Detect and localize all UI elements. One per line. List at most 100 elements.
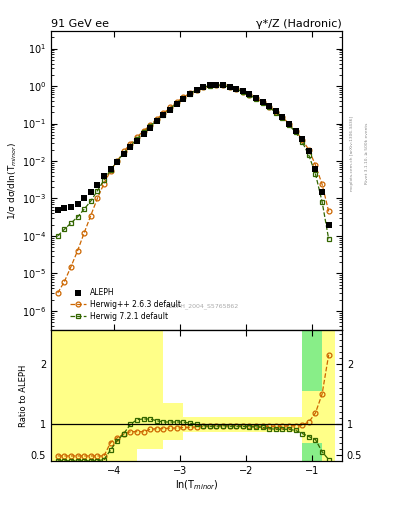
ALEPH bbox=[121, 152, 126, 158]
Herwig++ 2.6.3 default bbox=[307, 147, 311, 153]
Herwig++ 2.6.3 default bbox=[108, 167, 113, 174]
ALEPH bbox=[75, 201, 80, 207]
Herwig++ 2.6.3 default bbox=[300, 137, 305, 143]
Text: 91 GeV ee: 91 GeV ee bbox=[51, 18, 109, 29]
Herwig 7.2.1 default bbox=[75, 214, 80, 220]
Herwig 7.2.1 default bbox=[95, 188, 100, 194]
Herwig 7.2.1 default bbox=[247, 92, 252, 98]
Herwig 7.2.1 default bbox=[286, 122, 291, 128]
Herwig 7.2.1 default bbox=[326, 236, 331, 242]
ALEPH bbox=[274, 109, 278, 115]
Herwig 7.2.1 default bbox=[320, 199, 325, 205]
ALEPH bbox=[102, 173, 107, 179]
Herwig 7.2.1 default bbox=[102, 177, 107, 183]
Herwig 7.2.1 default bbox=[141, 129, 146, 135]
ALEPH bbox=[241, 89, 245, 95]
ALEPH bbox=[253, 95, 258, 101]
Herwig++ 2.6.3 default bbox=[68, 264, 73, 270]
Herwig++ 2.6.3 default bbox=[161, 110, 166, 116]
ALEPH bbox=[82, 196, 86, 202]
Herwig 7.2.1 default bbox=[260, 99, 265, 105]
ALEPH bbox=[187, 91, 192, 97]
ALEPH bbox=[220, 82, 225, 89]
ALEPH bbox=[307, 148, 311, 155]
ALEPH bbox=[62, 205, 67, 211]
ALEPH bbox=[161, 112, 166, 118]
Herwig++ 2.6.3 default bbox=[194, 87, 199, 93]
ALEPH bbox=[168, 106, 173, 113]
ALEPH bbox=[194, 87, 199, 93]
ALEPH bbox=[286, 120, 291, 126]
Herwig++ 2.6.3 default bbox=[174, 99, 179, 105]
ALEPH bbox=[280, 114, 285, 120]
Herwig 7.2.1 default bbox=[154, 117, 159, 123]
Herwig 7.2.1 default bbox=[214, 82, 219, 88]
Herwig 7.2.1 default bbox=[88, 198, 93, 204]
ALEPH bbox=[208, 82, 212, 88]
Herwig++ 2.6.3 default bbox=[320, 181, 325, 187]
Herwig++ 2.6.3 default bbox=[220, 82, 225, 89]
Herwig++ 2.6.3 default bbox=[267, 104, 272, 110]
ALEPH bbox=[148, 124, 152, 131]
Text: mcplots.cern.ch [arXiv:1306.3436]: mcplots.cern.ch [arXiv:1306.3436] bbox=[350, 116, 354, 191]
Herwig++ 2.6.3 default bbox=[88, 212, 93, 219]
Herwig 7.2.1 default bbox=[201, 84, 206, 90]
Herwig 7.2.1 default bbox=[62, 226, 67, 232]
Herwig++ 2.6.3 default bbox=[201, 84, 206, 90]
Line: ALEPH: ALEPH bbox=[55, 82, 331, 227]
Herwig++ 2.6.3 default bbox=[128, 141, 133, 147]
Herwig++ 2.6.3 default bbox=[135, 134, 140, 140]
Herwig 7.2.1 default bbox=[267, 104, 272, 110]
Herwig 7.2.1 default bbox=[187, 91, 192, 97]
Herwig++ 2.6.3 default bbox=[227, 84, 232, 90]
Y-axis label: Ratio to ALEPH: Ratio to ALEPH bbox=[19, 365, 28, 427]
Text: ALEPH_2004_S5765862: ALEPH_2004_S5765862 bbox=[166, 304, 239, 309]
Herwig 7.2.1 default bbox=[82, 206, 86, 212]
Herwig++ 2.6.3 default bbox=[247, 92, 252, 98]
ALEPH bbox=[300, 136, 305, 142]
Herwig++ 2.6.3 default bbox=[326, 208, 331, 215]
Herwig++ 2.6.3 default bbox=[148, 122, 152, 128]
Herwig 7.2.1 default bbox=[234, 86, 239, 92]
ALEPH bbox=[181, 96, 185, 102]
ALEPH bbox=[267, 103, 272, 109]
Herwig++ 2.6.3 default bbox=[313, 162, 318, 168]
Herwig++ 2.6.3 default bbox=[181, 94, 185, 100]
Herwig++ 2.6.3 default bbox=[234, 86, 239, 92]
Herwig++ 2.6.3 default bbox=[154, 116, 159, 122]
ALEPH bbox=[108, 166, 113, 173]
Herwig 7.2.1 default bbox=[108, 167, 113, 173]
ALEPH bbox=[95, 182, 100, 188]
Herwig++ 2.6.3 default bbox=[293, 127, 298, 134]
Text: Rivet 3.1.10, ≥ 500k events: Rivet 3.1.10, ≥ 500k events bbox=[365, 123, 369, 184]
Herwig++ 2.6.3 default bbox=[187, 90, 192, 96]
ALEPH bbox=[260, 99, 265, 105]
ALEPH bbox=[154, 118, 159, 124]
ALEPH bbox=[227, 84, 232, 90]
ALEPH bbox=[88, 189, 93, 195]
Herwig++ 2.6.3 default bbox=[214, 82, 219, 88]
Line: Herwig++ 2.6.3 default: Herwig++ 2.6.3 default bbox=[55, 82, 331, 295]
ALEPH bbox=[201, 83, 206, 90]
Herwig 7.2.1 default bbox=[181, 95, 185, 101]
Herwig++ 2.6.3 default bbox=[62, 279, 67, 285]
Herwig 7.2.1 default bbox=[300, 139, 305, 145]
ALEPH bbox=[135, 138, 140, 144]
Herwig 7.2.1 default bbox=[115, 158, 119, 164]
ALEPH bbox=[214, 82, 219, 88]
Line: Herwig 7.2.1 default: Herwig 7.2.1 default bbox=[55, 82, 331, 242]
Text: γ*/Z (Hadronic): γ*/Z (Hadronic) bbox=[256, 18, 342, 29]
ALEPH bbox=[55, 207, 60, 213]
Herwig 7.2.1 default bbox=[220, 82, 225, 89]
X-axis label: ln(T$_{minor}$): ln(T$_{minor}$) bbox=[174, 478, 219, 492]
Herwig 7.2.1 default bbox=[121, 150, 126, 156]
Herwig++ 2.6.3 default bbox=[253, 95, 258, 101]
Herwig 7.2.1 default bbox=[194, 87, 199, 93]
Herwig++ 2.6.3 default bbox=[280, 114, 285, 120]
Herwig 7.2.1 default bbox=[174, 100, 179, 106]
ALEPH bbox=[115, 159, 119, 165]
Herwig++ 2.6.3 default bbox=[208, 82, 212, 89]
Herwig 7.2.1 default bbox=[128, 143, 133, 149]
ALEPH bbox=[247, 91, 252, 97]
Herwig++ 2.6.3 default bbox=[95, 196, 100, 202]
